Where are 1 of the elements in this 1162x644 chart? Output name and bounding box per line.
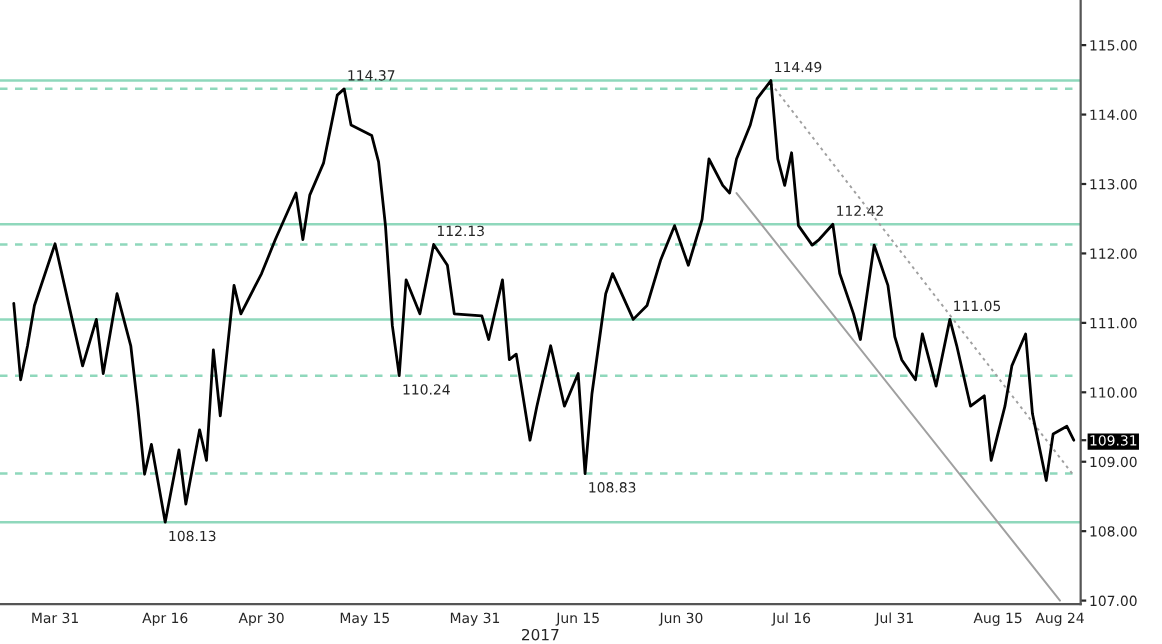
line-series xyxy=(12,79,1076,524)
